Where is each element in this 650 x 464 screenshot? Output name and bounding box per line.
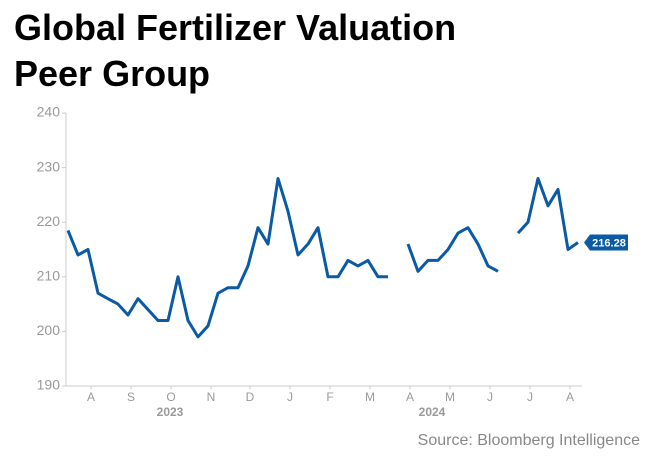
x-tick-label: O (166, 390, 175, 404)
x-tick-label: A (87, 390, 95, 404)
x-tick-label: F (326, 390, 333, 404)
y-tick-label: 210 (37, 268, 61, 284)
series-line (66, 177, 388, 339)
x-tick-label: N (207, 390, 216, 404)
y-tick-label: 200 (37, 322, 61, 338)
y-tick-label: 240 (37, 104, 61, 120)
source: Source: Bloomberg Intelligence (418, 432, 640, 449)
x-tick-label: M (365, 390, 375, 404)
year-label: 2023 (157, 405, 184, 419)
year-label: 2024 (419, 405, 446, 419)
x-tick-label: M (445, 390, 455, 404)
x-tick-label: A (406, 390, 414, 404)
y-tick-label: 220 (37, 213, 61, 229)
end-label-box (584, 234, 628, 251)
y-tick-label: 230 (37, 158, 61, 174)
x-tick-label: A (566, 390, 574, 404)
x-tick-label: S (127, 390, 135, 404)
x-tick-label: J (487, 390, 493, 404)
x-tick-label: J (287, 390, 293, 404)
end-label: 216.28 (592, 237, 626, 249)
x-tick-label: J (527, 390, 533, 404)
x-tick-label: D (246, 390, 255, 404)
series-line (406, 226, 499, 273)
chart-title: Global Fertilizer Valuation Peer Group (14, 7, 456, 94)
y-tick-label: 190 (37, 377, 61, 393)
series-line (516, 177, 579, 251)
